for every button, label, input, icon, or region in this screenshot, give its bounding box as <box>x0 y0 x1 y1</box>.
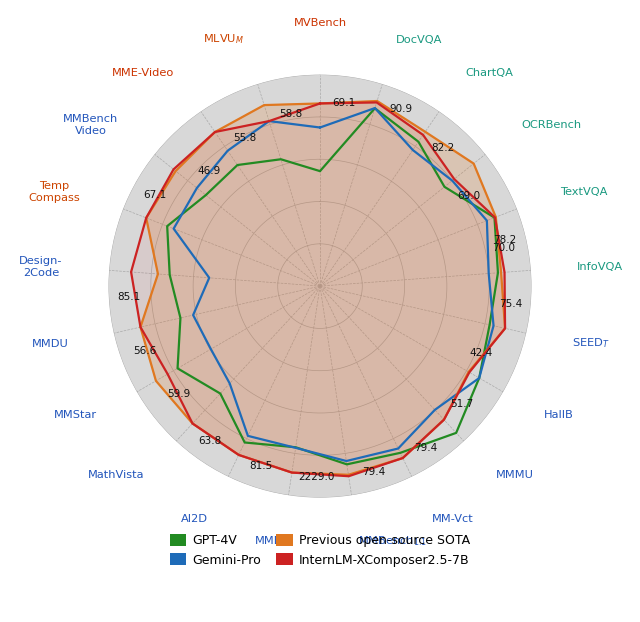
Text: MVBench: MVBench <box>293 18 347 28</box>
Text: 69.1: 69.1 <box>332 98 356 108</box>
Text: 51.7: 51.7 <box>450 399 474 409</box>
Text: 58.8: 58.8 <box>279 109 302 119</box>
Polygon shape <box>131 103 505 476</box>
Text: 81.5: 81.5 <box>249 461 272 471</box>
Text: 46.9: 46.9 <box>198 166 221 176</box>
Text: 56.6: 56.6 <box>134 346 157 356</box>
Text: SEED$_T$: SEED$_T$ <box>572 337 609 350</box>
Text: MMBench
Video: MMBench Video <box>63 114 118 136</box>
Text: 59.9: 59.9 <box>167 389 190 399</box>
Text: 85.1: 85.1 <box>117 292 140 302</box>
Text: MME: MME <box>255 536 282 546</box>
Text: DocVQA: DocVQA <box>396 35 442 45</box>
Text: 70.0: 70.0 <box>492 243 515 253</box>
Text: 67.1: 67.1 <box>143 190 166 200</box>
Polygon shape <box>140 101 505 475</box>
Text: 79.4: 79.4 <box>362 466 385 476</box>
Text: Temp
Compass: Temp Compass <box>28 181 80 203</box>
Text: HallB: HallB <box>543 410 573 420</box>
Text: InfoVQA: InfoVQA <box>577 262 623 272</box>
Text: MMDU: MMDU <box>31 338 68 348</box>
Text: MMMU: MMMU <box>495 470 534 480</box>
Text: 42.4: 42.4 <box>470 348 493 358</box>
Text: OCRBench: OCRBench <box>522 120 582 130</box>
Legend: GPT-4V, Gemini-Pro, Previous open-source SOTA, InternLM-XComposer2.5-7B: GPT-4V, Gemini-Pro, Previous open-source… <box>165 529 475 572</box>
Text: AI2D: AI2D <box>181 514 208 524</box>
Text: 78.2: 78.2 <box>493 235 516 245</box>
Text: Design-
2Code: Design- 2Code <box>19 256 63 277</box>
Text: MME-Video: MME-Video <box>112 68 175 78</box>
Text: 79.4: 79.4 <box>414 443 437 453</box>
Text: TextVQA: TextVQA <box>560 187 607 197</box>
Text: 75.4: 75.4 <box>499 299 523 309</box>
Text: MMStar: MMStar <box>53 410 97 420</box>
Text: 90.9: 90.9 <box>389 104 412 114</box>
Text: 63.8: 63.8 <box>198 435 222 445</box>
Text: 55.8: 55.8 <box>234 133 257 143</box>
Text: MLVU$_M$: MLVU$_M$ <box>203 33 244 47</box>
Text: MMBench$_{1.1}$: MMBench$_{1.1}$ <box>358 534 428 548</box>
Text: 82.2: 82.2 <box>431 143 455 153</box>
Text: 2229.0: 2229.0 <box>298 471 335 482</box>
Text: ChartQA: ChartQA <box>465 68 513 78</box>
Text: 69.0: 69.0 <box>457 192 481 202</box>
Text: MM-Vct: MM-Vct <box>432 514 474 524</box>
Text: MathVista: MathVista <box>88 470 145 480</box>
